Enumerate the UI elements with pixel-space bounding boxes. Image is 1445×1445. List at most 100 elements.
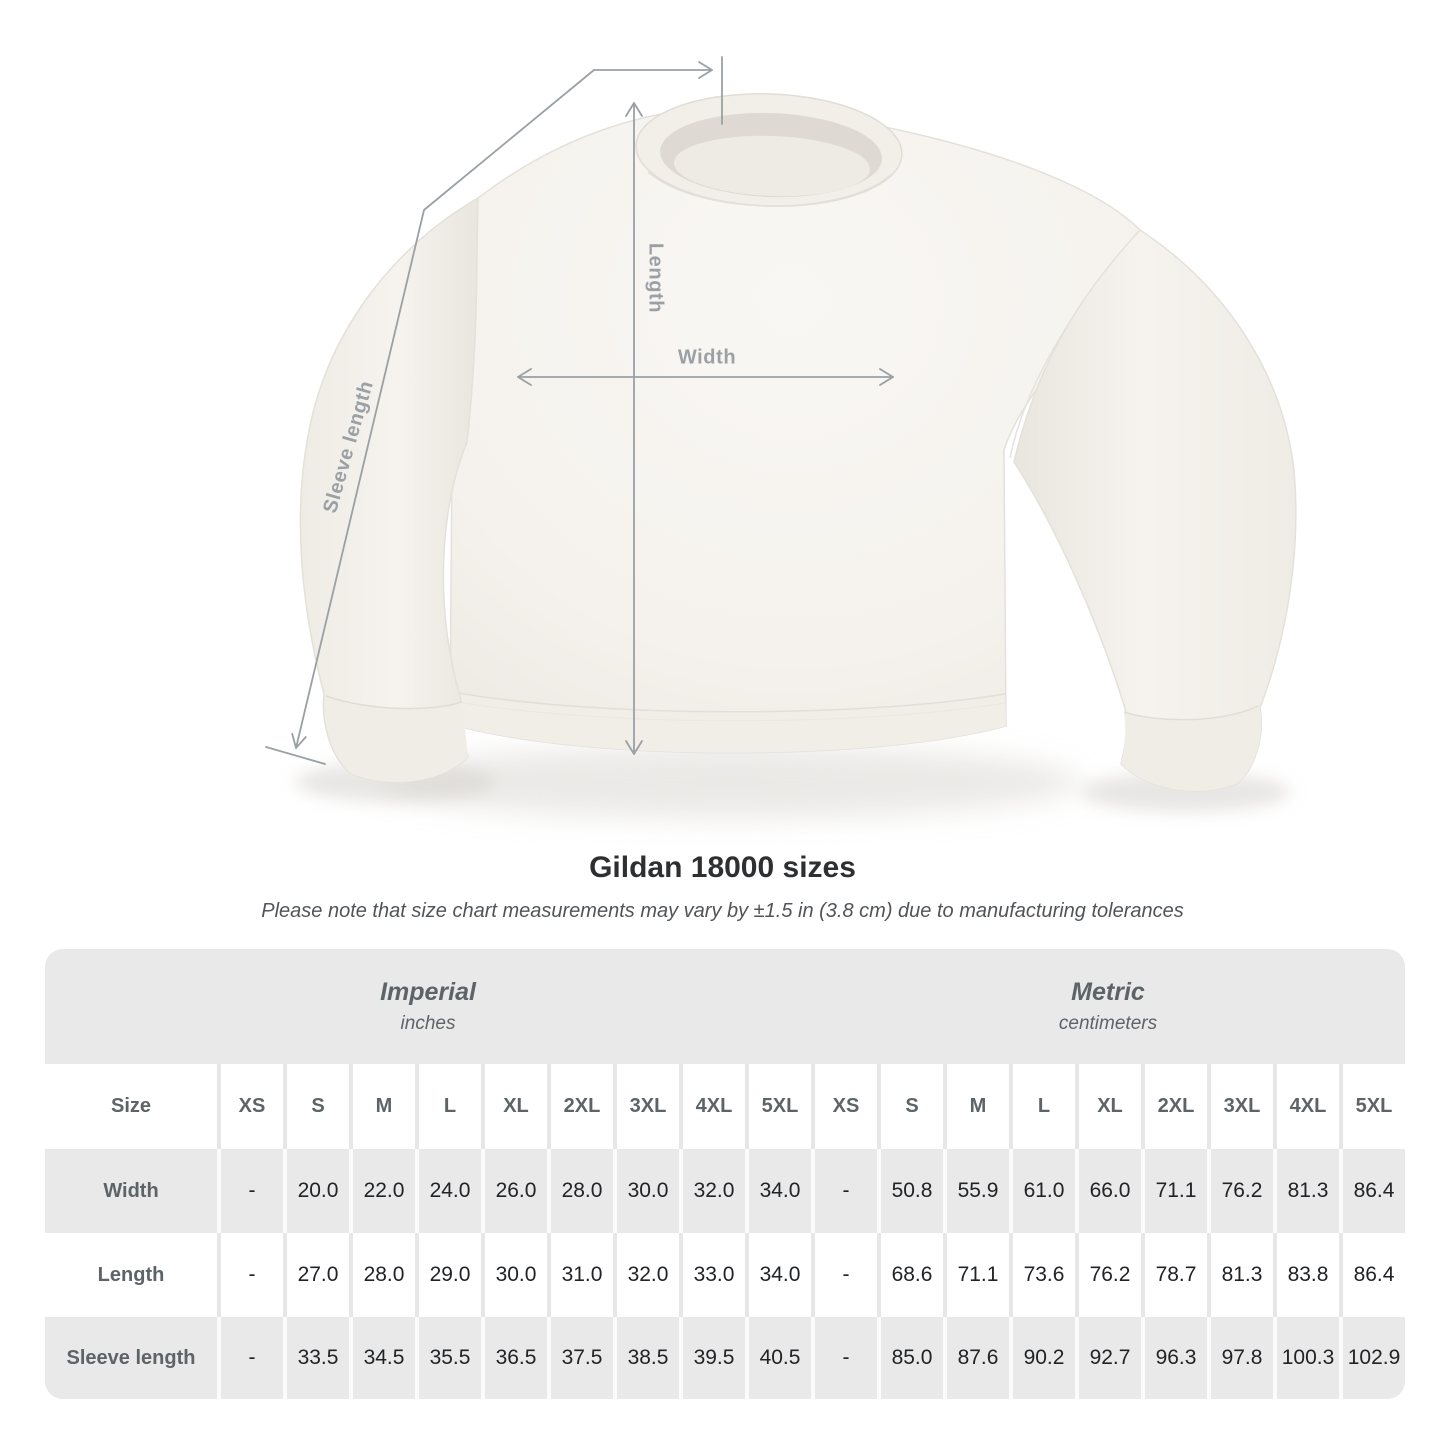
metric-unit-header: Metric centimeters xyxy=(811,949,1405,1064)
measurement-arrows xyxy=(265,56,894,765)
table-cell: 27.0 xyxy=(283,1233,349,1317)
table-cell: 30.0 xyxy=(481,1233,547,1317)
column-header: 2XL xyxy=(547,1064,613,1149)
table-cell: 61.0 xyxy=(1009,1149,1075,1233)
table-cell: 33.5 xyxy=(283,1317,349,1399)
sweatshirt-image xyxy=(295,93,1297,818)
table-cell: 78.7 xyxy=(1141,1233,1207,1317)
metric-unit: centimeters xyxy=(1058,1013,1158,1034)
column-header: XS xyxy=(217,1064,283,1149)
neck-arrowhead-icon xyxy=(698,61,713,79)
length-arrowhead-bottom-icon xyxy=(625,740,643,755)
table-cell: 71.1 xyxy=(1141,1149,1207,1233)
sleeve-arrowhead-icon xyxy=(291,732,307,749)
metric-title: Metric xyxy=(1071,978,1145,1006)
table-cell: 24.0 xyxy=(415,1149,481,1233)
row-label: Sleeve length xyxy=(45,1317,217,1399)
column-header: L xyxy=(1009,1064,1075,1149)
length-measure-label: Length xyxy=(644,242,667,314)
column-header: L xyxy=(415,1064,481,1149)
table-cell: 34.5 xyxy=(349,1317,415,1399)
unit-headers: Imperial inches Metric centimeters xyxy=(45,949,1405,1064)
table-cell: 83.8 xyxy=(1273,1233,1339,1317)
imperial-title: Imperial xyxy=(380,978,476,1006)
column-header: 5XL xyxy=(1339,1064,1405,1149)
table-cell: - xyxy=(811,1149,877,1233)
table-cell: 20.0 xyxy=(283,1149,349,1233)
size-table: Size XS S M L XL 2XL 3XL 4XL 5XL XS S M … xyxy=(45,1064,1405,1399)
column-header: M xyxy=(349,1064,415,1149)
table-cell: 100.3 xyxy=(1273,1317,1339,1399)
size-column-header: Size xyxy=(45,1064,217,1149)
size-table-card: Imperial inches Metric centimeters Size … xyxy=(45,949,1405,1399)
table-cell: - xyxy=(811,1317,877,1399)
table-cell: 38.5 xyxy=(613,1317,679,1399)
table-cell: 92.7 xyxy=(1075,1317,1141,1399)
table-cell: 97.8 xyxy=(1207,1317,1273,1399)
table-cell: 81.3 xyxy=(1207,1233,1273,1317)
table-cell: 39.5 xyxy=(679,1317,745,1399)
column-header: 2XL xyxy=(1141,1064,1207,1149)
table-cell: 33.0 xyxy=(679,1233,745,1317)
table-cell: 76.2 xyxy=(1207,1149,1273,1233)
column-header: S xyxy=(877,1064,943,1149)
table-cell: 34.0 xyxy=(745,1233,811,1317)
column-header: 4XL xyxy=(1273,1064,1339,1149)
table-cell: 96.3 xyxy=(1141,1317,1207,1399)
table-cell: 34.0 xyxy=(745,1149,811,1233)
table-cell: 76.2 xyxy=(1075,1233,1141,1317)
table-cell: 86.4 xyxy=(1339,1233,1405,1317)
table-cell: 68.6 xyxy=(877,1233,943,1317)
table-cell: 29.0 xyxy=(415,1233,481,1317)
table-cell: 66.0 xyxy=(1075,1149,1141,1233)
table-cell: 32.0 xyxy=(613,1233,679,1317)
table-cell: 28.0 xyxy=(349,1233,415,1317)
table-cell: 90.2 xyxy=(1009,1317,1075,1399)
imperial-unit-header: Imperial inches xyxy=(45,949,811,1064)
table-cell: - xyxy=(811,1233,877,1317)
width-arrowhead-left-icon xyxy=(517,368,532,386)
row-label: Length xyxy=(45,1233,217,1317)
table-cell: 30.0 xyxy=(613,1149,679,1233)
product-measurement-diagram: Length Width Sleeve length xyxy=(265,56,1297,818)
column-header: 3XL xyxy=(1207,1064,1273,1149)
table-cell: 36.5 xyxy=(481,1317,547,1399)
sleeve-length-line xyxy=(295,69,595,749)
table-cell: 37.5 xyxy=(547,1317,613,1399)
table-cell: 26.0 xyxy=(481,1149,547,1233)
table-cell: 32.0 xyxy=(679,1149,745,1233)
table-cell: 50.8 xyxy=(877,1149,943,1233)
table-cell: - xyxy=(217,1317,283,1399)
column-header: XL xyxy=(1075,1064,1141,1149)
column-header: XS xyxy=(811,1064,877,1149)
table-cell: - xyxy=(217,1149,283,1233)
table-cell: 81.3 xyxy=(1273,1149,1339,1233)
column-header: XL xyxy=(481,1064,547,1149)
column-header: M xyxy=(943,1064,1009,1149)
length-arrowhead-top-icon xyxy=(625,102,643,117)
table-cell: - xyxy=(217,1233,283,1317)
imperial-unit: inches xyxy=(400,1013,456,1034)
page-title: Gildan 18000 sizes xyxy=(589,851,856,884)
table-cell: 35.5 xyxy=(415,1317,481,1399)
tolerance-note: Please note that size chart measurements… xyxy=(261,900,1184,922)
cuff-tick-line xyxy=(265,746,326,765)
table-cell: 86.4 xyxy=(1339,1149,1405,1233)
table-cell: 85.0 xyxy=(877,1317,943,1399)
table-cell: 102.9 xyxy=(1339,1317,1405,1399)
width-measure-label: Width xyxy=(677,346,737,369)
table-cell: 31.0 xyxy=(547,1233,613,1317)
table-cell: 55.9 xyxy=(943,1149,1009,1233)
table-cell: 71.1 xyxy=(943,1233,1009,1317)
table-cell: 22.0 xyxy=(349,1149,415,1233)
row-label: Width xyxy=(45,1149,217,1233)
width-arrowhead-right-icon xyxy=(879,368,894,386)
column-header: 4XL xyxy=(679,1064,745,1149)
table-cell: 87.6 xyxy=(943,1317,1009,1399)
column-header: 3XL xyxy=(613,1064,679,1149)
table-cell: 28.0 xyxy=(547,1149,613,1233)
column-header: S xyxy=(283,1064,349,1149)
column-header: 5XL xyxy=(745,1064,811,1149)
table-cell: 73.6 xyxy=(1009,1233,1075,1317)
table-cell: 40.5 xyxy=(745,1317,811,1399)
